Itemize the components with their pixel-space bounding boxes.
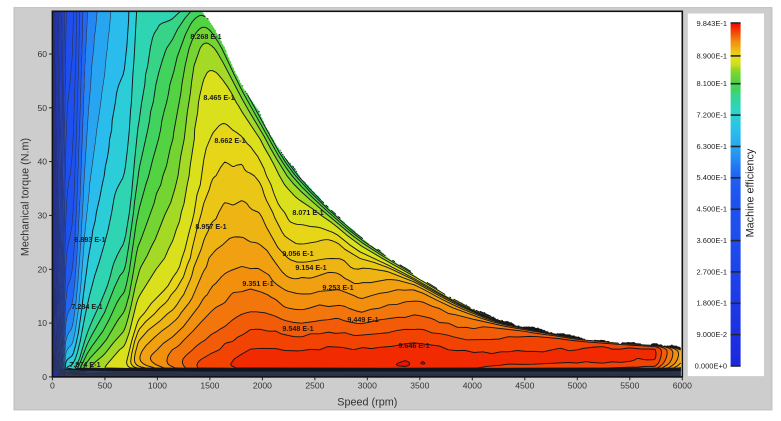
svg-text:2500: 2500: [305, 381, 324, 391]
svg-text:50: 50: [37, 103, 47, 113]
svg-text:Machine efficiency: Machine efficiency: [745, 148, 757, 237]
svg-text:8.071 E-1: 8.071 E-1: [292, 208, 323, 217]
svg-text:0: 0: [42, 372, 47, 382]
svg-text:6.893 E-1: 6.893 E-1: [74, 235, 105, 244]
svg-text:20: 20: [37, 264, 47, 274]
svg-text:8.465 E-1: 8.465 E-1: [203, 93, 234, 102]
svg-text:8.662 E-1: 8.662 E-1: [214, 136, 245, 145]
svg-text:Speed (rpm): Speed (rpm): [337, 397, 397, 409]
svg-text:0.000E+0: 0.000E+0: [695, 361, 727, 370]
svg-text:9.253 E-1: 9.253 E-1: [322, 283, 353, 292]
svg-text:9.056 E-1: 9.056 E-1: [282, 249, 313, 258]
svg-text:5000: 5000: [568, 381, 587, 391]
svg-text:7.200E-1: 7.200E-1: [697, 111, 727, 120]
svg-text:3500: 3500: [410, 381, 429, 391]
svg-text:8.100E-1: 8.100E-1: [697, 79, 727, 88]
svg-text:5.400E-1: 5.400E-1: [697, 173, 727, 182]
svg-text:9.843E-1: 9.843E-1: [697, 19, 727, 28]
svg-text:7.874 E-1: 7.874 E-1: [69, 360, 100, 369]
svg-text:9.548 E-1: 9.548 E-1: [282, 324, 313, 333]
svg-text:2000: 2000: [253, 381, 272, 391]
svg-text:9.646 E-1: 9.646 E-1: [398, 341, 429, 350]
svg-text:9.154 E-1: 9.154 E-1: [295, 263, 326, 272]
svg-text:10: 10: [37, 318, 47, 328]
svg-text:8.900E-1: 8.900E-1: [697, 51, 727, 60]
svg-text:40: 40: [37, 157, 47, 167]
svg-text:30: 30: [37, 211, 47, 221]
svg-text:3.600E-1: 3.600E-1: [697, 236, 727, 245]
svg-text:500: 500: [98, 381, 113, 391]
svg-text:2.700E-1: 2.700E-1: [697, 267, 727, 276]
svg-text:1.800E-1: 1.800E-1: [697, 299, 727, 308]
svg-text:4000: 4000: [463, 381, 482, 391]
svg-text:0: 0: [50, 381, 55, 391]
svg-text:6.300E-1: 6.300E-1: [697, 142, 727, 151]
svg-text:3000: 3000: [358, 381, 377, 391]
svg-text:8.957 E-1: 8.957 E-1: [195, 222, 226, 231]
svg-text:4500: 4500: [515, 381, 534, 391]
svg-text:1000: 1000: [148, 381, 167, 391]
svg-text:8.268 E-1: 8.268 E-1: [190, 32, 221, 41]
svg-text:60: 60: [37, 49, 47, 59]
svg-text:9.449 E-1: 9.449 E-1: [347, 315, 378, 324]
svg-text:Mechanical torque (N.m): Mechanical torque (N.m): [20, 138, 32, 256]
svg-text:4.500E-1: 4.500E-1: [697, 205, 727, 214]
svg-text:1500: 1500: [200, 381, 219, 391]
svg-text:6000: 6000: [673, 381, 692, 391]
svg-text:9.000E-2: 9.000E-2: [697, 330, 727, 339]
svg-text:9.351 E-1: 9.351 E-1: [242, 279, 273, 288]
svg-text:7.284 E-1: 7.284 E-1: [71, 302, 102, 311]
svg-text:5500: 5500: [620, 381, 639, 391]
